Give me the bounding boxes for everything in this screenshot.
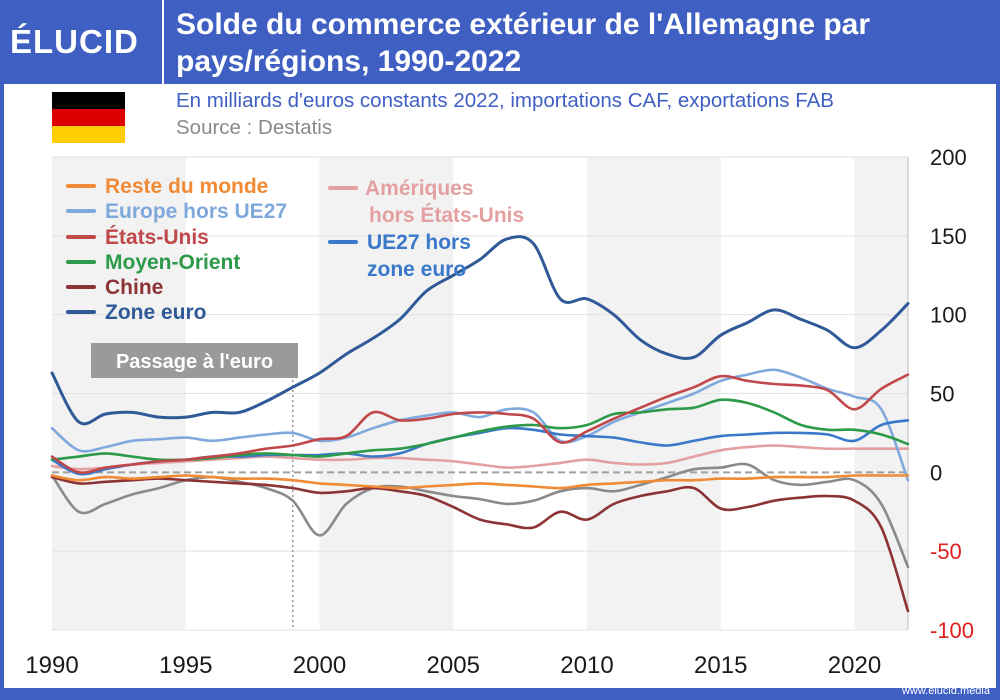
legend-label: Europe hors UE27 (105, 200, 287, 223)
legend-label: Reste du monde (105, 175, 268, 198)
series-line-ameriques-hors-etats-unis (50, 444, 910, 471)
y-tick-label: 50 (930, 382, 954, 407)
x-tick-label: 1990 (25, 652, 78, 679)
x-tick-label: 2015 (694, 652, 747, 679)
footer-url: www.elucid.media (901, 685, 990, 697)
y-tick-label: -50 (930, 539, 962, 564)
legend-label: UE27 hors (367, 231, 471, 254)
legend-label: États-Unis (105, 226, 209, 249)
chart-source: Source : Destatis (176, 116, 333, 139)
elucid-logo: ÉLUCID (10, 23, 139, 60)
x-tick-label: 2010 (560, 652, 613, 679)
series-line-europe-hors-ue27 (50, 368, 910, 482)
legend-label: Moyen-Orient (105, 251, 240, 274)
x-tick-label: 1995 (159, 652, 212, 679)
y-tick-label: 150 (930, 224, 967, 249)
legend-label: Zone euro (105, 301, 207, 324)
y-tick-label: 200 (930, 145, 967, 170)
flag-band-gold (52, 126, 125, 143)
header: ÉLUCID Solde du commerce extérieur de l'… (0, 0, 1000, 84)
y-tick-label: -100 (930, 618, 974, 643)
series-line-chine (50, 475, 910, 613)
x-tick-label: 2020 (828, 652, 881, 679)
legend-label: Chine (105, 276, 163, 299)
series-line-zone-euro (50, 235, 910, 426)
legend-label: zone euro (367, 258, 466, 281)
x-tick-label: 2005 (427, 652, 480, 679)
annotation-label: Passage à l'euro (116, 351, 273, 373)
series-line-etats-unis (50, 373, 910, 474)
y-tick-label: 0 (930, 460, 942, 485)
germany-flag-icon (52, 92, 125, 143)
chart-title: Solde du commerce extérieur de l'Allemag… (176, 8, 871, 78)
annotation-box (91, 343, 298, 378)
series-line-reste-du-monde (50, 474, 910, 490)
legend-label: hors États-Unis (369, 204, 524, 227)
flag-band-red (52, 109, 125, 126)
header-divider (162, 0, 164, 84)
x-tick-label: 2000 (293, 652, 346, 679)
flag-band-black (52, 92, 125, 109)
chart-subtitle: En milliards d'euros constants 2022, imp… (176, 89, 834, 112)
legend-label: Amériques (365, 177, 474, 200)
y-tick-label: 100 (930, 303, 967, 328)
